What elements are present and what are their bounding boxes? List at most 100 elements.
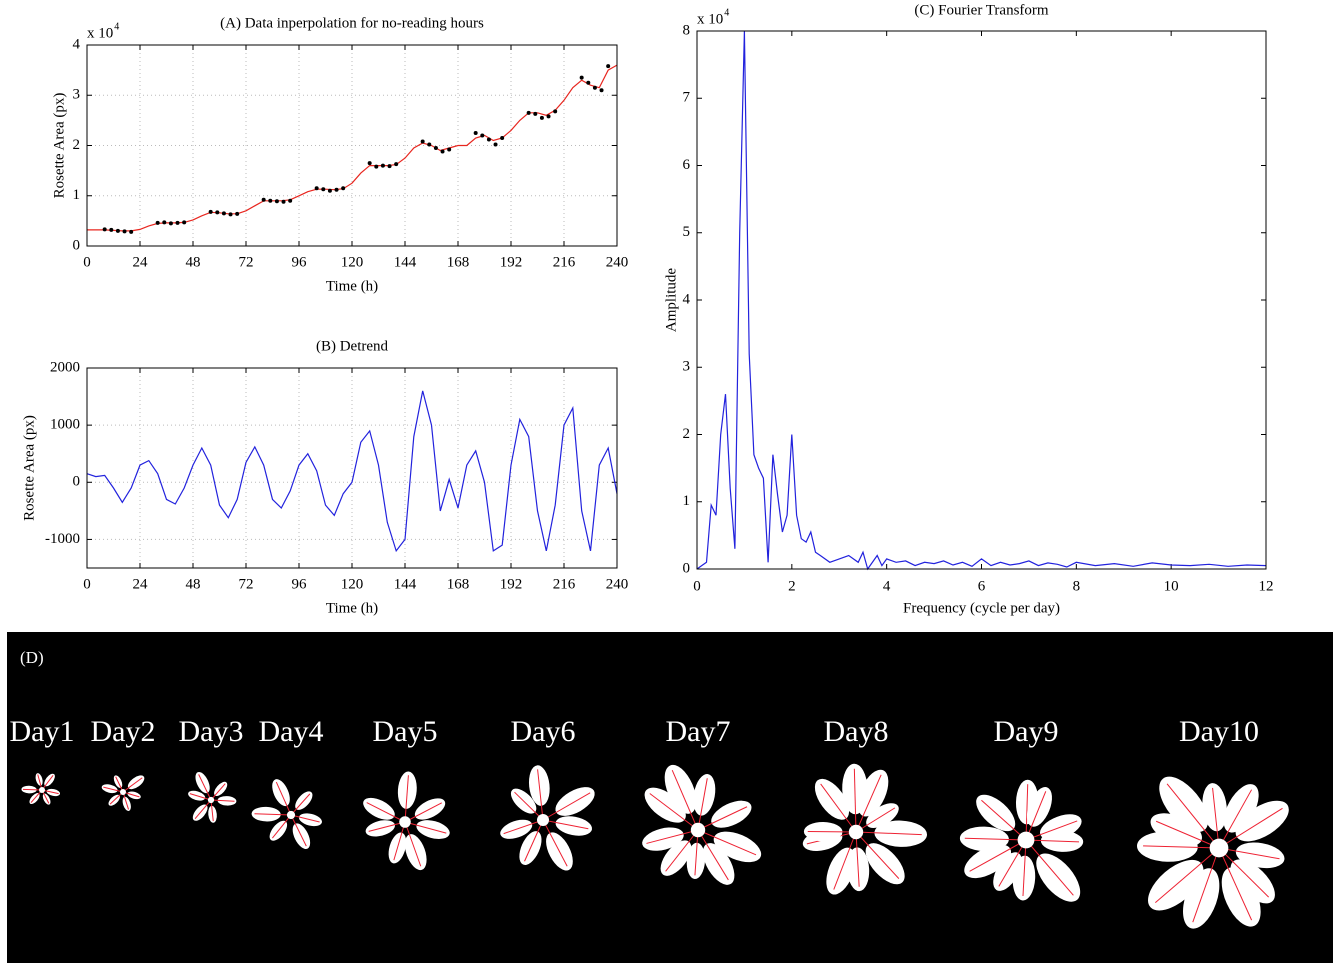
y-tick-label: 3 <box>73 87 81 103</box>
plot-frame <box>86 367 618 569</box>
leaf-axis <box>210 799 235 802</box>
x-tick-label: 48 <box>186 254 201 270</box>
data-point <box>433 146 438 151</box>
data-point <box>274 199 279 204</box>
y-tick-label: 1000 <box>50 417 80 433</box>
series-group <box>696 30 1267 571</box>
leaf-axis <box>524 819 544 862</box>
y-tick-label: -1000 <box>45 531 80 547</box>
leaf-axis <box>694 829 699 876</box>
leaf-axis <box>542 819 589 830</box>
day-label: Day3 <box>179 715 244 748</box>
data-point <box>261 197 266 202</box>
y-tick-label: 2 <box>683 426 691 442</box>
data-point <box>394 162 399 167</box>
chart-title: (C) Fourier Transform <box>914 2 1048 18</box>
leaf-axis <box>671 770 699 831</box>
y-tick-label: 1 <box>73 187 81 203</box>
leaf-axis <box>820 783 857 833</box>
leaf-axis <box>1025 839 1074 896</box>
leaf-axis <box>853 768 857 833</box>
x-tick-label: 240 <box>606 576 629 592</box>
leaf-axis <box>290 814 320 823</box>
data-line <box>86 390 618 553</box>
leaf-axis <box>1192 847 1220 923</box>
data-point <box>374 164 379 169</box>
leaf-axis <box>189 793 212 801</box>
panel-d-label: (D) <box>20 648 44 667</box>
data-point <box>380 163 385 168</box>
data-point <box>539 115 544 120</box>
x-tick-label: 72 <box>239 254 254 270</box>
x-tick-label: 72 <box>239 576 254 592</box>
rosette <box>500 765 595 871</box>
x-tick-label: 6 <box>978 578 986 594</box>
x-tick-label: 216 <box>553 254 576 270</box>
y-tick-label: 7 <box>683 90 691 106</box>
plot-frame <box>86 44 618 247</box>
x-tick-label: 216 <box>553 576 576 592</box>
leaf-axis <box>404 802 442 823</box>
data-point <box>606 64 611 69</box>
x-tick-label: 0 <box>83 254 91 270</box>
day-label: Day1 <box>10 715 75 748</box>
x-tick-label: 8 <box>1073 578 1081 594</box>
data-point <box>175 220 180 225</box>
data-point <box>168 221 173 226</box>
leaf-axis <box>855 807 896 833</box>
x-tick-label: 12 <box>1259 578 1274 594</box>
data-point <box>533 111 538 116</box>
y-multiplier: x 10 <box>87 25 113 41</box>
y-tick-label: 5 <box>683 224 691 240</box>
data-point <box>314 186 319 191</box>
data-point <box>480 133 485 138</box>
y-multiplier-exponent: 4 <box>114 21 119 32</box>
data-point <box>440 149 445 154</box>
y-tick-label: 8 <box>683 22 691 38</box>
y-tick-label: 0 <box>73 474 81 490</box>
data-point <box>155 220 160 225</box>
leaf-axis <box>964 837 1027 841</box>
leaf-axis <box>514 791 544 821</box>
data-point <box>473 130 478 135</box>
leaf-axis <box>998 839 1027 887</box>
x-tick-label: 48 <box>186 576 201 592</box>
rosette <box>188 772 237 823</box>
data-point <box>599 88 604 93</box>
y-tick-label: 0 <box>73 237 81 253</box>
leaf-axis <box>1155 820 1220 849</box>
y-tick-label: 6 <box>683 157 691 173</box>
rosette <box>101 775 145 811</box>
leaf-axis <box>542 819 568 867</box>
leaf-axis <box>272 814 292 839</box>
leaf-axis <box>646 829 699 844</box>
leaf-axis <box>1218 847 1280 860</box>
leaf-axis <box>404 775 409 823</box>
data-point <box>215 210 220 215</box>
leaf-axis <box>807 830 857 833</box>
x-tick-label: 120 <box>341 254 364 270</box>
chart-title: (A) Data inperpolation for no-reading ho… <box>220 15 484 31</box>
leaf-axis <box>665 829 699 872</box>
leaf-axis <box>981 799 1027 841</box>
leaf-axis <box>537 769 544 821</box>
x-tick-label: 192 <box>500 254 523 270</box>
leaf-axis <box>1212 787 1220 849</box>
series-group <box>86 390 618 553</box>
data-point <box>553 109 558 114</box>
leaf-axis <box>1218 807 1283 849</box>
x-tick-label: 144 <box>394 254 417 270</box>
rosette-center <box>39 787 45 793</box>
data-point <box>387 164 392 169</box>
rosette-center <box>399 816 411 828</box>
rosette-center <box>286 810 296 820</box>
data-point <box>208 209 213 214</box>
y-tick-label: 2000 <box>50 359 80 375</box>
rosette <box>802 763 928 895</box>
x-tick-label: 2 <box>788 578 796 594</box>
data-point <box>321 187 326 192</box>
leaf-axis <box>855 774 882 833</box>
leaf-axis <box>210 783 226 801</box>
data-point <box>122 229 127 234</box>
y-tick-label: 0 <box>683 560 691 576</box>
